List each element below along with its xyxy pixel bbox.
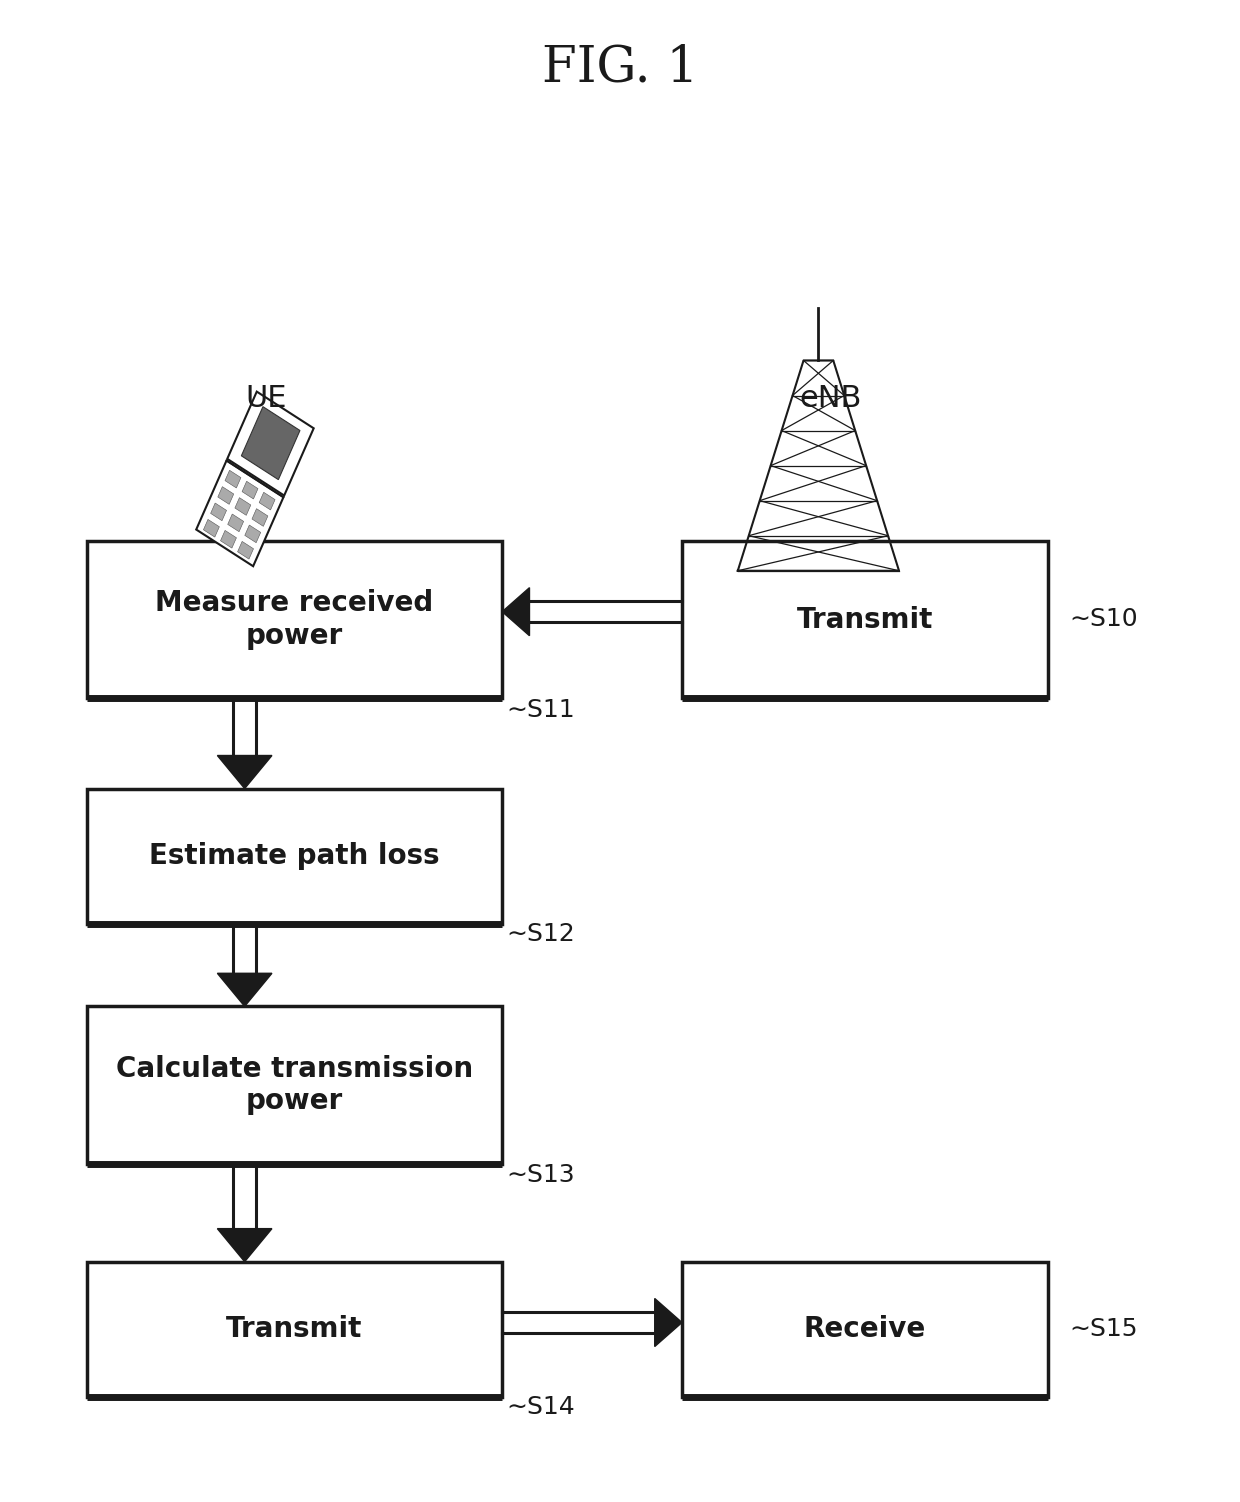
Text: ∼S12: ∼S12 <box>506 922 574 946</box>
Polygon shape <box>244 526 260 542</box>
Polygon shape <box>218 487 233 505</box>
Text: ∼S14: ∼S14 <box>506 1395 574 1419</box>
Text: Transmit: Transmit <box>227 1316 362 1343</box>
Polygon shape <box>217 973 272 1006</box>
Polygon shape <box>224 470 241 488</box>
Polygon shape <box>211 503 227 521</box>
Polygon shape <box>238 541 253 559</box>
Bar <box>682 541 1048 698</box>
Polygon shape <box>228 514 243 532</box>
Text: ∼S10: ∼S10 <box>1069 607 1137 631</box>
Bar <box>87 1006 502 1164</box>
Text: ∼S13: ∼S13 <box>506 1163 574 1187</box>
Polygon shape <box>203 520 219 538</box>
Polygon shape <box>242 407 300 479</box>
Polygon shape <box>242 481 258 499</box>
Text: UE: UE <box>246 383 288 413</box>
Polygon shape <box>259 493 275 511</box>
Bar <box>87 541 502 698</box>
Bar <box>87 789 502 924</box>
Text: ∼S15: ∼S15 <box>1069 1317 1137 1341</box>
Text: ∼S11: ∼S11 <box>506 698 574 722</box>
Text: Estimate path loss: Estimate path loss <box>149 843 440 870</box>
Polygon shape <box>217 756 272 789</box>
Text: eNB: eNB <box>800 383 862 413</box>
Polygon shape <box>196 461 284 566</box>
Polygon shape <box>252 509 268 526</box>
Text: Receive: Receive <box>804 1316 926 1343</box>
Text: Transmit: Transmit <box>797 605 932 634</box>
Text: Measure received
power: Measure received power <box>155 589 434 650</box>
Polygon shape <box>655 1298 682 1346</box>
Text: FIG. 1: FIG. 1 <box>542 44 698 92</box>
Polygon shape <box>217 1229 272 1262</box>
Polygon shape <box>221 530 237 548</box>
Bar <box>87 1262 502 1397</box>
Polygon shape <box>234 497 250 515</box>
Bar <box>682 1262 1048 1397</box>
Polygon shape <box>502 587 529 635</box>
Text: Calculate transmission
power: Calculate transmission power <box>115 1054 474 1116</box>
Polygon shape <box>227 392 314 496</box>
